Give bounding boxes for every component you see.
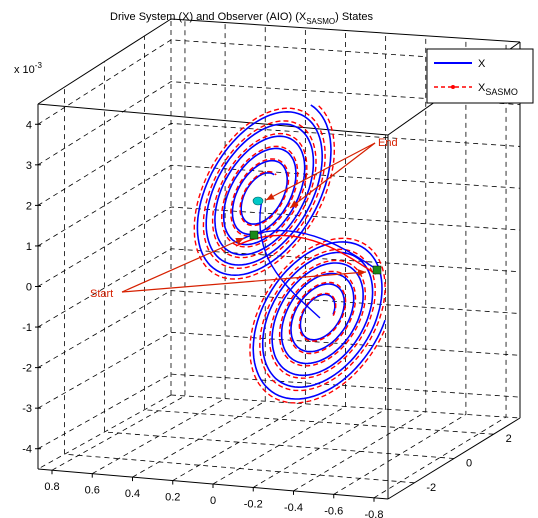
annotation-arrowhead	[290, 200, 299, 208]
start-marker-square	[249, 230, 259, 240]
tick-label-layer: 4 3 2 1 0 -1 -2 -3 -4 0.8 0.6 0.4 0.2 0 -0.2 -0.4 -0.6 -0…	[22, 119, 512, 518]
z-grid-line	[37, 206, 521, 287]
z-grid-line	[37, 331, 521, 409]
z-tick-label: 0	[26, 282, 32, 294]
x-grid-line	[92, 22, 226, 474]
chart-title: Drive System (X) and Observer (AIO) (XSA…	[110, 11, 374, 26]
end-annotation: End	[378, 137, 398, 149]
annotation-arrow	[289, 142, 376, 209]
z-tick-label: 2	[26, 200, 32, 212]
annotation-layer: Start End	[90, 137, 398, 300]
chart-title-subscript: SASMO	[306, 17, 335, 26]
x-tick-label: -0.4	[284, 502, 303, 514]
z-axis-exponent: x 10-3	[14, 61, 42, 76]
z-grid-line	[37, 290, 521, 368]
legend: X XSASMO	[426, 48, 534, 104]
annotation-arrowhead	[357, 269, 366, 277]
chart-title-end: ) States	[335, 11, 373, 23]
x-tick-label: 0.8	[44, 481, 59, 493]
annotation-arrow	[265, 142, 376, 201]
legend-box	[426, 48, 534, 104]
z-tick-label: -4	[22, 444, 32, 456]
z-tick-label: 1	[26, 241, 32, 253]
end-marker-circle	[252, 196, 264, 206]
x-grid-line	[253, 33, 387, 488]
y-grid-line	[64, 87, 415, 484]
observer-trajectory	[193, 105, 335, 280]
legend-label-drive: X	[478, 58, 486, 70]
annotation-arrow	[121, 271, 367, 293]
legend-marker-observer	[451, 85, 455, 89]
start-marker-square	[372, 265, 382, 275]
axes-box-edge	[387, 417, 521, 500]
trajectory-layer	[193, 104, 386, 404]
start-annotation: Start	[90, 288, 113, 300]
x-tick-label: -0.8	[365, 509, 384, 518]
annotation-arrow	[121, 237, 245, 293]
axes-box-hidden-edge	[170, 394, 521, 419]
axes-box-hidden-edge	[37, 394, 172, 470]
x-grid-line	[333, 38, 467, 495]
axes-box-edge	[37, 103, 389, 136]
annotation-arrowhead	[266, 193, 275, 200]
drive-trajectory	[196, 104, 332, 277]
chart-title-main: Drive System (X) and Observer (AIO) (X	[110, 11, 307, 23]
z-grid-line	[37, 81, 521, 166]
drive-trajectory	[252, 241, 386, 400]
annotation-arrowhead	[235, 238, 244, 245]
x-tick-label: 0.6	[85, 485, 100, 497]
y-tick-label: 2	[506, 433, 512, 445]
axes-box-edge	[170, 18, 521, 43]
trajectory-strand	[259, 199, 321, 319]
z-tick-label: -3	[22, 403, 32, 415]
z-tick-label: 3	[26, 160, 32, 172]
axes-box-edge	[37, 468, 389, 500]
axes-box-edge	[37, 18, 172, 105]
z-tick-label: -2	[22, 363, 32, 375]
y-tick-label: 0	[466, 458, 472, 470]
legend-label-observer: XSASMO	[478, 82, 518, 97]
y-tick-label: -2	[426, 482, 436, 494]
z-tick-label: -1	[22, 322, 32, 334]
x-tick-label: 0	[210, 495, 216, 507]
y-grid-line	[104, 61, 455, 459]
x-grid-line	[51, 19, 186, 471]
x-tick-label: 0.2	[165, 492, 180, 504]
x-tick-label: -0.6	[324, 505, 343, 517]
x-tick-label: -0.2	[244, 498, 263, 510]
x-tick-label: 0.4	[125, 488, 140, 500]
x-grid-line	[172, 27, 306, 481]
z-tick-label: 4	[26, 119, 32, 131]
